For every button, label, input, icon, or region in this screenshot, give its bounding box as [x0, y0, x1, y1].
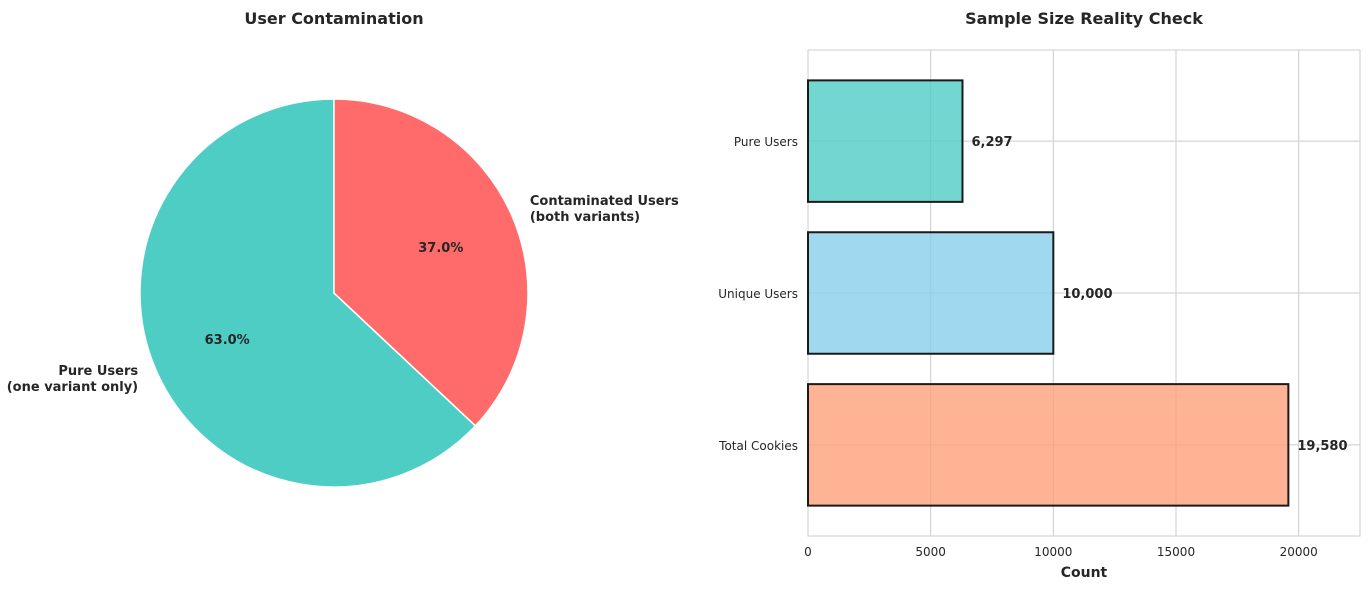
pie-slice-pct-label-1: 37.0% — [418, 241, 463, 256]
bar-value-label: 6,297 — [971, 135, 1012, 150]
bar-chart: Sample Size Reality Check 0 5000 10000 1500… — [718, 9, 1361, 581]
bar-x-axis-label: Count — [1061, 565, 1108, 581]
pie-labels: 63.0% Pure Users (one variant only) 37.0% Co… — [7, 194, 679, 395]
bar-value-label: 19,580 — [1297, 439, 1347, 454]
pie-slice-label-line: Pure Users — [58, 364, 138, 379]
pie-slice-label-line: (one variant only) — [7, 380, 138, 395]
bar-value-label: 10,000 — [1062, 287, 1112, 302]
pie-slices — [139, 98, 529, 488]
bar-category-label: Unique Users — [718, 287, 798, 301]
bar-x-tick-label: 20000 — [1280, 545, 1318, 559]
pie-slice-label-0: Pure Users (one variant only) — [7, 364, 139, 395]
bar-values: 6,297 10,000 19,580 — [971, 135, 1347, 454]
bar-0 — [807, 79, 964, 203]
pie-slice-label-line: Contaminated Users — [530, 194, 679, 209]
pie-chart: User Contamination 63.0% Pure Users (one v… — [7, 9, 679, 488]
bar-2 — [807, 383, 1290, 507]
bar-category-label: Total Cookies — [718, 439, 798, 453]
bar-x-tick-label: 10000 — [1034, 545, 1072, 559]
pie-chart-title: User Contamination — [244, 9, 423, 28]
bar-bars — [807, 79, 1290, 507]
pie-slice-0 — [139, 98, 477, 488]
pie-slice-label-1: Contaminated Users (both variants) — [530, 194, 679, 225]
pie-slice-1 — [333, 98, 529, 427]
bar-x-tick-label: 15000 — [1157, 545, 1195, 559]
pie-slice-label-line: (both variants) — [530, 210, 640, 225]
bar-chart-title: Sample Size Reality Check — [965, 9, 1203, 28]
pie-slice-pct-label-0: 63.0% — [205, 333, 250, 348]
bar-category-label: Pure Users — [734, 135, 798, 149]
bar-ticks: 0 5000 10000 15000 20000 Pure Users Unique Use… — [718, 135, 1318, 559]
bar-1 — [807, 231, 1055, 355]
bar-x-tick-label: 0 — [804, 545, 812, 559]
bar-x-tick-label: 5000 — [915, 545, 946, 559]
